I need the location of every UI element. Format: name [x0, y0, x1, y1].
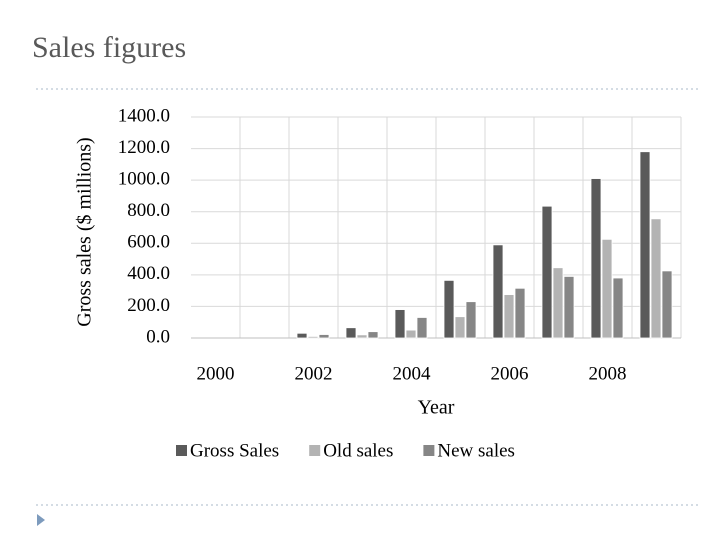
y-axis-title: Gross sales ($ millions) — [74, 137, 96, 326]
bar — [661, 270, 673, 339]
y-tick-label: 800.0 — [127, 200, 170, 221]
bar — [563, 276, 575, 339]
bar — [394, 309, 406, 339]
bar — [307, 336, 319, 339]
legend-swatch — [309, 445, 321, 456]
legend-swatch — [423, 445, 435, 456]
bar — [318, 334, 330, 339]
bar — [541, 205, 553, 339]
x-tick-label: 2006 — [491, 363, 529, 384]
bar — [590, 178, 602, 339]
legend-label: New sales — [437, 440, 515, 461]
y-tick-label: 1000.0 — [118, 169, 170, 190]
y-tick-label: 0.0 — [146, 326, 170, 347]
x-axis-title: Year — [418, 397, 455, 419]
bar — [650, 218, 662, 339]
y-tick-label: 1400.0 — [118, 105, 170, 126]
bar — [612, 277, 624, 339]
bar — [296, 332, 308, 339]
legend-label: Old sales — [323, 440, 393, 461]
y-tick-label: 600.0 — [127, 232, 170, 253]
legend-label: Gross Sales — [190, 440, 279, 461]
bar — [552, 267, 564, 339]
legend-swatch — [176, 445, 187, 456]
slide-title: Sales figures — [32, 31, 186, 64]
bullet — [37, 514, 45, 526]
bar — [416, 317, 428, 339]
y-tick-label: 1200.0 — [118, 137, 170, 158]
bar — [345, 327, 357, 339]
x-tick-label: 2004 — [393, 363, 432, 384]
x-tick-label: 2008 — [589, 363, 627, 384]
bar — [443, 279, 455, 339]
y-tick-label: 200.0 — [127, 295, 170, 316]
bar — [503, 294, 515, 339]
bar — [405, 329, 417, 339]
y-tick-label: 400.0 — [127, 263, 170, 284]
bar — [601, 238, 613, 339]
bar — [639, 151, 651, 339]
bar — [514, 287, 526, 339]
x-tick-label: 2002 — [295, 363, 333, 384]
bar — [454, 316, 466, 339]
bar — [356, 334, 368, 339]
x-tick-label: 2000 — [197, 363, 235, 384]
bar — [465, 301, 477, 339]
bar — [367, 331, 379, 339]
bar — [492, 244, 504, 339]
